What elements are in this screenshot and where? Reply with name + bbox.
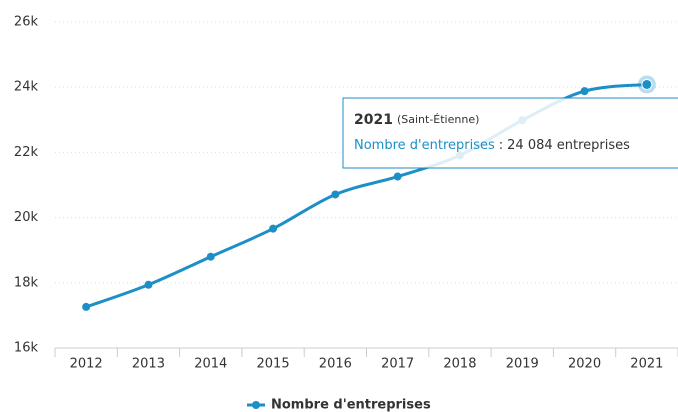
- y-tick-label: 24k: [14, 80, 39, 95]
- point: [269, 224, 278, 233]
- x-tick-label: 2012: [70, 357, 103, 372]
- x-tick-label: 2020: [568, 357, 601, 372]
- tooltip-category: 2021: [354, 112, 393, 128]
- point: [206, 252, 215, 261]
- point: [641, 78, 653, 90]
- point: [393, 172, 402, 181]
- point: [82, 302, 91, 311]
- y-tick-label: 20k: [14, 210, 39, 225]
- tooltip: 2021 (Saint-Étienne) Nombre d'entreprises:…: [342, 97, 678, 169]
- x-tick-label: 2015: [257, 357, 290, 372]
- x-tick-label: 2018: [443, 357, 476, 372]
- tooltip-location: (Saint-Étienne): [397, 113, 479, 126]
- y-tick-label: 16k: [14, 341, 39, 356]
- point: [144, 280, 153, 289]
- y-tick-label: 18k: [14, 275, 39, 290]
- x-tick-label: 2014: [194, 357, 227, 372]
- tooltip-title: 2021 (Saint-Étienne): [354, 112, 479, 128]
- point: [580, 87, 589, 96]
- legend-label: Nombre d'entreprises: [271, 398, 431, 412]
- legend: Nombre d'entreprises: [247, 398, 431, 412]
- tooltip-box: [342, 97, 678, 169]
- point: [331, 190, 340, 199]
- x-tick-label: 2021: [630, 357, 663, 372]
- x-tick-label: 2016: [319, 357, 352, 372]
- tooltip-value: Nombre d'entreprises:24 084 entreprises: [354, 138, 630, 153]
- tooltip-series: Nombre d'entreprises: [354, 138, 495, 153]
- x-tick-label: 2013: [132, 357, 165, 372]
- x-tick-label: 2017: [381, 357, 414, 372]
- y-tick-label: 22k: [14, 145, 39, 160]
- legend-marker: [252, 401, 260, 409]
- y-tick-label: 26k: [14, 15, 39, 30]
- x-tick-label: 2019: [506, 357, 539, 372]
- tooltip-separator: :: [499, 138, 503, 153]
- tooltip-value-label: 24 084 entreprises: [507, 138, 630, 153]
